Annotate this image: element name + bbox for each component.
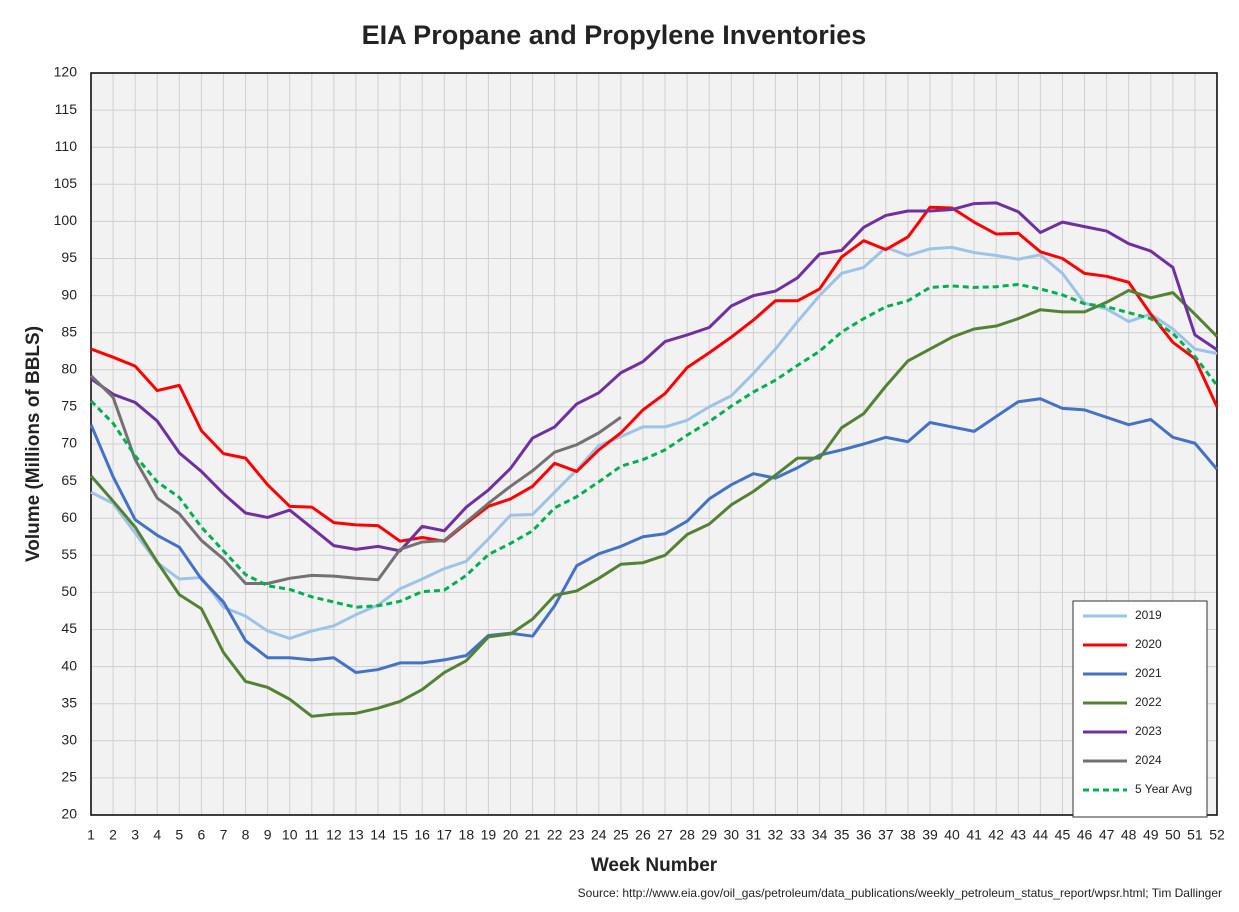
x-tick-label: 18 (459, 827, 475, 843)
x-tick-label: 5 (175, 827, 183, 843)
x-tick-label: 51 (1187, 827, 1203, 843)
x-tick-label: 2 (109, 827, 117, 843)
x-tick-label: 52 (1209, 827, 1225, 843)
x-tick-label: 49 (1143, 827, 1159, 843)
x-tick-label: 39 (922, 827, 938, 843)
x-tick-label: 13 (348, 827, 364, 843)
y-tick-label: 35 (61, 694, 77, 710)
x-tick-label: 28 (679, 827, 695, 843)
y-tick-label: 90 (61, 286, 77, 302)
x-tick-label: 14 (370, 827, 386, 843)
x-tick-label: 37 (878, 827, 894, 843)
y-tick-label: 55 (61, 546, 77, 562)
legend: 2019 2020 2021 2022 2023 2024 5 Year Avg (1072, 600, 1208, 818)
legend-label: 2021 (1135, 666, 1162, 680)
y-tick-label: 100 (54, 212, 78, 228)
y-tick-label: 25 (61, 769, 77, 785)
legend-label: 5 Year Avg (1135, 782, 1192, 796)
y-tick-label: 70 (61, 435, 77, 451)
y-tick-label: 30 (61, 732, 77, 748)
y-tick-label: 110 (55, 138, 78, 154)
y-tick-label: 60 (61, 509, 77, 525)
x-tick-label: 50 (1165, 827, 1181, 843)
x-tick-label: 24 (591, 827, 607, 843)
y-tick-label: 95 (61, 249, 77, 265)
x-tick-label: 10 (282, 827, 298, 843)
x-tick-label: 31 (746, 827, 762, 843)
legend-box (1072, 600, 1208, 818)
y-tick-label: 85 (61, 323, 77, 339)
y-tick-label: 50 (61, 583, 77, 599)
x-tick-label: 32 (768, 827, 784, 843)
legend-label: 2019 (1135, 608, 1162, 622)
x-tick-label: 1 (87, 827, 95, 843)
x-tick-label: 4 (153, 827, 161, 843)
x-tick-label: 42 (988, 827, 1004, 843)
x-tick-label: 29 (701, 827, 717, 843)
y-tick-label: 40 (61, 657, 77, 673)
legend-label: 2023 (1135, 724, 1162, 738)
series-line (89, 397, 1219, 675)
x-tick-label: 25 (613, 827, 629, 843)
legend-label: 2024 (1135, 753, 1162, 767)
y-tick-label: 115 (55, 101, 78, 117)
x-tick-label: 15 (392, 827, 408, 843)
source-note: Source: http://www.eia.gov/oil_gas/petro… (578, 886, 1222, 900)
series-line (89, 282, 1219, 609)
x-tick-label: 36 (856, 827, 872, 843)
x-tick-label: 12 (326, 827, 342, 843)
x-tick-label: 7 (220, 827, 228, 843)
x-tick-label: 43 (1011, 827, 1027, 843)
x-tick-label: 33 (790, 827, 806, 843)
x-tick-label: 27 (657, 827, 673, 843)
legend-label: 2022 (1135, 695, 1162, 709)
x-tick-label: 17 (436, 827, 452, 843)
x-tick-label: 45 (1055, 827, 1071, 843)
series-line (90, 201, 1218, 553)
x-tick-label: 19 (481, 827, 497, 843)
y-tick-label: 105 (54, 175, 78, 191)
series-line (89, 374, 622, 585)
y-tick-label: 65 (61, 472, 77, 488)
x-tick-label: 41 (966, 827, 982, 843)
x-tick-label: 47 (1099, 827, 1115, 843)
x-tick-label: 44 (1033, 827, 1049, 843)
x-tick-label: 23 (569, 827, 585, 843)
x-tick-label: 3 (131, 827, 139, 843)
series-line (90, 205, 1219, 543)
x-tick-label: 16 (414, 827, 430, 843)
y-axis-label: Volume (Millions of BBLS) (23, 326, 44, 562)
series-line (90, 245, 1218, 640)
y-tick-label: 80 (61, 361, 77, 377)
chart-title: EIA Propane and Propylene Inventories (362, 20, 867, 50)
y-tick-label: 75 (61, 398, 77, 414)
x-tick-label: 11 (305, 827, 320, 843)
x-tick-label: 46 (1077, 827, 1093, 843)
x-tick-label: 20 (503, 827, 519, 843)
x-tick-label: 35 (834, 827, 850, 843)
x-axis-label: Week Number (591, 855, 718, 876)
x-tick-label: 40 (944, 827, 960, 843)
legend-label: 2020 (1135, 637, 1162, 651)
x-tick-label: 21 (525, 827, 541, 843)
y-tick-label: 120 (54, 64, 78, 80)
series-line (89, 288, 1219, 718)
x-tick-label: 34 (812, 827, 828, 843)
x-tick-label: 26 (635, 827, 651, 843)
x-tick-label: 38 (900, 827, 916, 843)
x-tick-label: 48 (1121, 827, 1137, 843)
x-tick-label: 9 (264, 827, 272, 843)
x-tick-label: 22 (547, 827, 563, 843)
y-tick-label: 20 (61, 806, 77, 822)
x-tick-label: 30 (723, 827, 739, 843)
plot-border (90, 72, 1218, 816)
x-tick-label: 8 (242, 827, 250, 843)
y-tick-label: 45 (61, 620, 77, 636)
x-tick-label: 6 (197, 827, 205, 843)
